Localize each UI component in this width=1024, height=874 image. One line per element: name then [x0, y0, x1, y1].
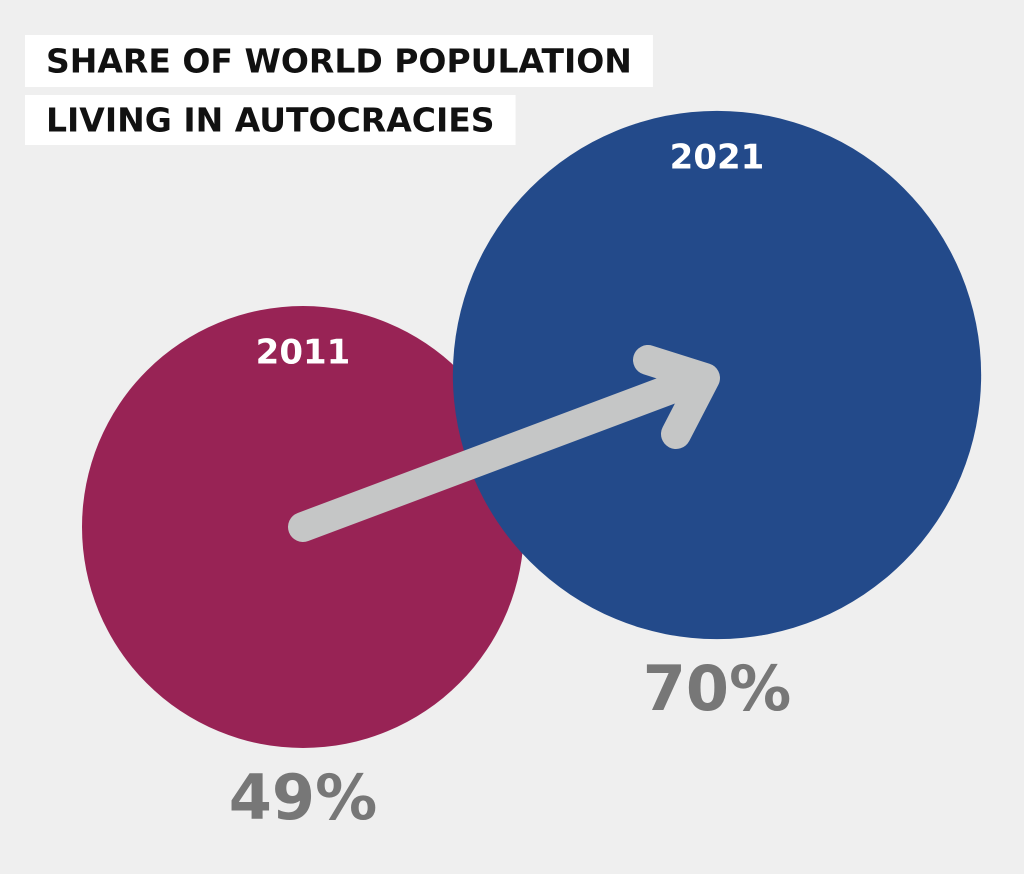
title: SHARE OF WORLD POPULATION LIVING IN AUTOC…	[25, 35, 653, 145]
chart-title: LIVING IN AUTOCRACIES	[46, 101, 495, 140]
category-label: 2021	[670, 137, 765, 177]
title-box	[25, 95, 516, 145]
arrow	[288, 345, 720, 542]
arrow-head	[633, 345, 720, 449]
title-box	[25, 35, 653, 87]
chart-title: SHARE OF WORLD POPULATION	[46, 42, 632, 81]
value-label: 49%	[229, 761, 377, 834]
value-label: 70%	[643, 652, 791, 725]
arrow-shaft	[288, 365, 710, 542]
labels: 2011 49% 2021 70%	[229, 137, 791, 834]
category-label: 2011	[256, 333, 351, 373]
